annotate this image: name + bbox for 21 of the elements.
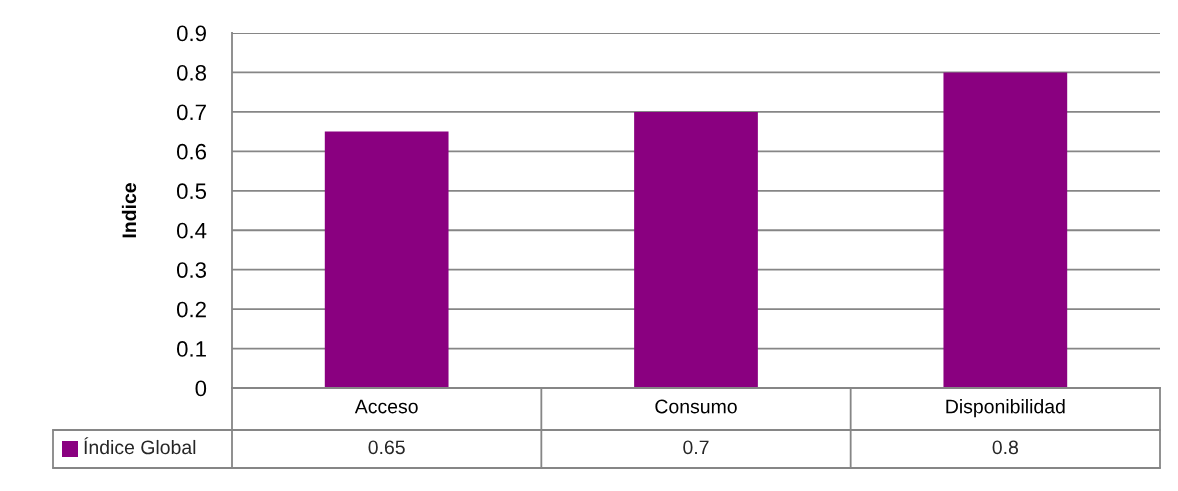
x-tick-label: Acceso (354, 399, 418, 414)
y-tick-label: 0.8 (176, 64, 207, 81)
y-tick-label: 0.2 (176, 301, 206, 318)
y-tick-label: 0 (195, 380, 207, 397)
y-tick-label: 0.1 (176, 341, 206, 357)
data-label: 0.8 (992, 440, 1018, 455)
bar (634, 111, 758, 388)
y-tick-label: 0.6 (176, 143, 207, 160)
y-tick-label: 0.7 (176, 104, 206, 121)
y-tick-label: 0.9 (176, 25, 206, 42)
bar (324, 131, 449, 388)
y-axis-title: Indice (121, 183, 137, 238)
x-tick-label: Consumo (655, 399, 737, 414)
legend-label: Índice Global (84, 437, 196, 455)
y-tick-label: 0.5 (176, 183, 207, 200)
data-label: 0.65 (368, 440, 405, 455)
x-tick-label: Disponibilidad (946, 399, 1065, 418)
data-label: 0.7 (683, 440, 709, 455)
y-tick-label: 0.3 (176, 262, 207, 278)
y-tick-label: 0.4 (176, 222, 207, 239)
bar (943, 72, 1068, 388)
